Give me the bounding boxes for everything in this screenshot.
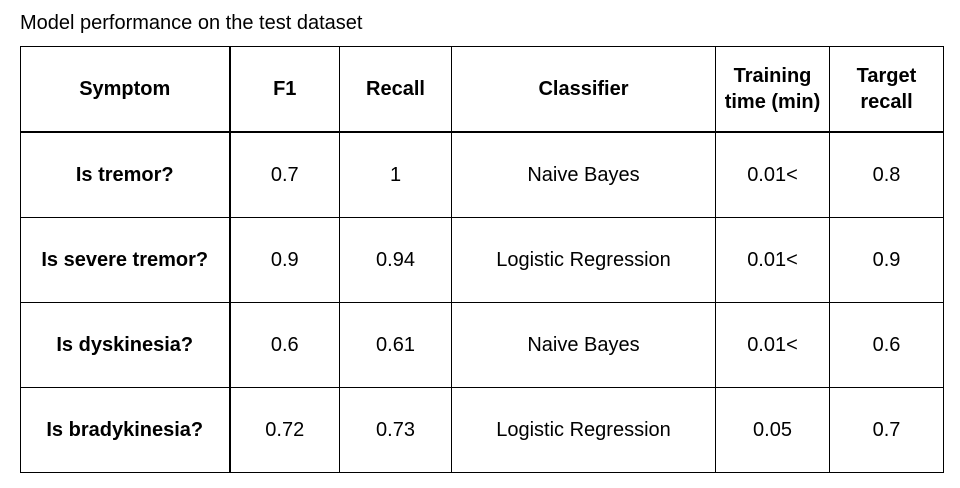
cell-classifier: Logistic Regression [451, 386, 716, 473]
header-symptom: Symptom [20, 46, 231, 133]
cell-training-time: 0.05 [715, 386, 830, 473]
header-recall: Recall [339, 46, 452, 133]
cell-recall: 0.73 [339, 386, 452, 473]
cell-classifier: Logistic Regression [451, 216, 716, 303]
cell-recall: 1 [339, 131, 452, 218]
cell-training-time: 0.01< [715, 131, 830, 218]
cell-classifier: Naive Bayes [451, 131, 716, 218]
header-target-recall-line-2: recall [860, 91, 913, 113]
cell-recall: 0.61 [339, 301, 452, 388]
header-row: Symptom F1 Recall Classifier Training ti… [20, 46, 944, 133]
table-row: Is tremor? 0.7 1 Naive Bayes 0.01< 0.8 [20, 131, 944, 218]
cell-symptom: Is severe tremor? [20, 216, 231, 303]
header-target-recall: Target recall [829, 46, 944, 133]
table-row: Is bradykinesia? 0.72 0.73 Logistic Regr… [20, 386, 944, 473]
header-training-time: Training time (min) [715, 46, 830, 133]
table-caption: Model performance on the test dataset [20, 12, 363, 34]
cell-training-time: 0.01< [715, 301, 830, 388]
performance-table: Symptom F1 Recall Classifier Training ti… [20, 46, 944, 473]
table-row: Is severe tremor? 0.9 0.94 Logistic Regr… [20, 216, 944, 303]
header-classifier: Classifier [451, 46, 716, 133]
cell-f1: 0.72 [229, 386, 340, 473]
cell-f1: 0.6 [229, 301, 340, 388]
cell-training-time: 0.01< [715, 216, 830, 303]
header-training-time-line-1: Training [733, 65, 812, 87]
cell-classifier: Naive Bayes [451, 301, 716, 388]
cell-symptom: Is bradykinesia? [20, 386, 231, 473]
cell-symptom: Is dyskinesia? [20, 301, 231, 388]
cell-target-recall: 0.6 [829, 301, 944, 388]
cell-target-recall: 0.8 [829, 131, 944, 218]
header-training-time-line-2: time (min) [724, 91, 821, 113]
header-target-recall-line-1: Target [856, 65, 917, 87]
cell-target-recall: 0.9 [829, 216, 944, 303]
table-body: Is tremor? 0.7 1 Naive Bayes 0.01< 0.8 I… [20, 131, 944, 473]
table-header: Symptom F1 Recall Classifier Training ti… [20, 46, 944, 133]
table-row: Is dyskinesia? 0.6 0.61 Naive Bayes 0.01… [20, 301, 944, 388]
cell-f1: 0.7 [229, 131, 340, 218]
cell-f1: 0.9 [229, 216, 340, 303]
cell-target-recall: 0.7 [829, 386, 944, 473]
cell-recall: 0.94 [339, 216, 452, 303]
header-f1: F1 [229, 46, 340, 133]
cell-symptom: Is tremor? [20, 131, 231, 218]
